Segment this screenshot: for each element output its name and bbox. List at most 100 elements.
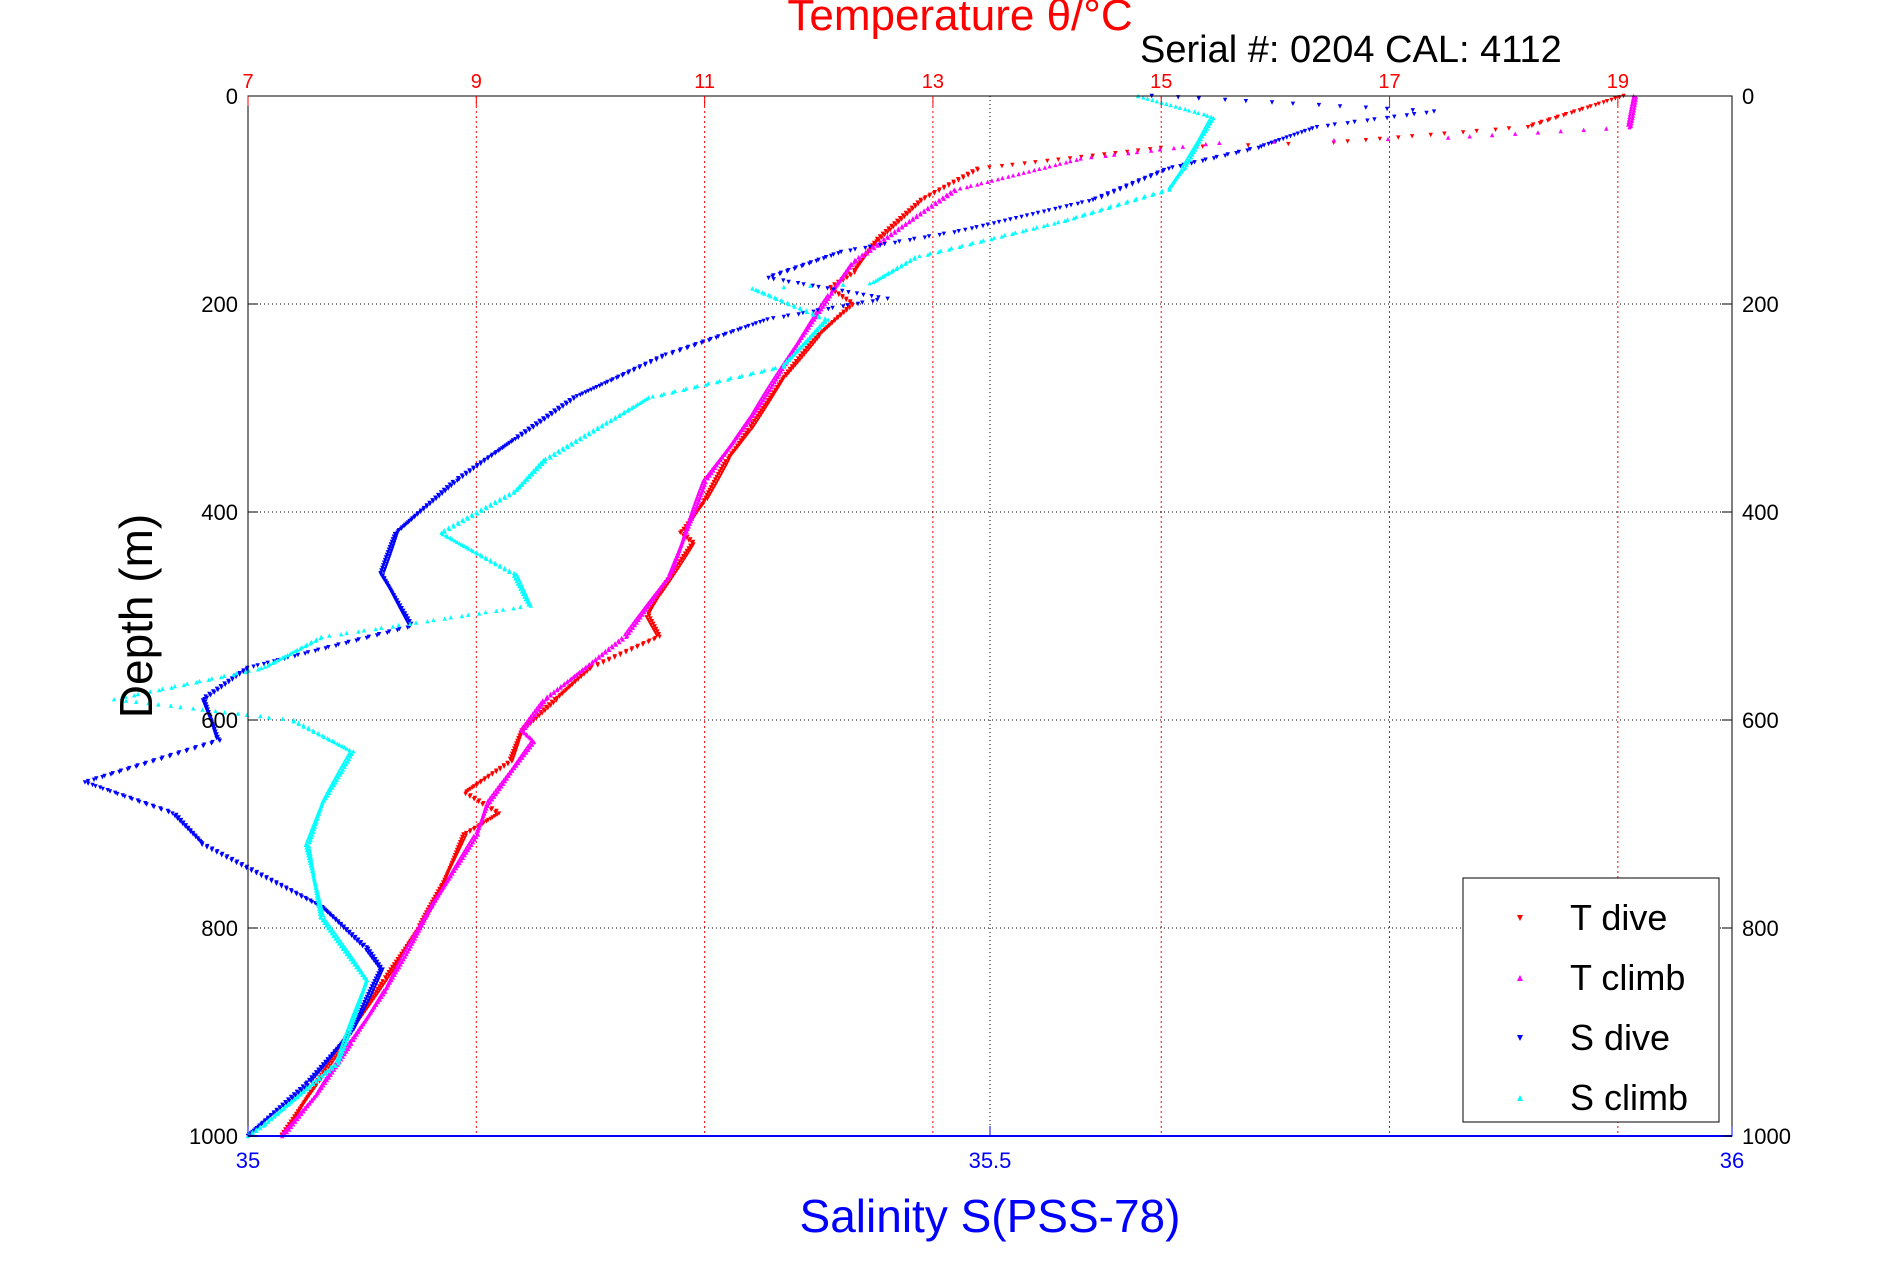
data-point: [478, 780, 483, 785]
data-point: [322, 920, 327, 925]
data-point: [808, 344, 813, 350]
data-point: [968, 242, 973, 247]
data-point: [499, 784, 504, 789]
data-point: [344, 746, 350, 751]
data-point: [134, 764, 139, 769]
data-point: [215, 687, 221, 693]
data-point: [332, 1050, 337, 1055]
data-point: [317, 911, 323, 916]
data-point: [475, 511, 480, 516]
data-point: [379, 985, 384, 990]
data-point: [912, 236, 917, 242]
data-point: [540, 461, 545, 467]
data-point: [786, 370, 791, 376]
data-point: [284, 1101, 289, 1106]
data-point: [296, 1090, 301, 1096]
series-s-climb: [111, 93, 1216, 1139]
data-point: [330, 1070, 335, 1075]
data-point: [105, 788, 110, 793]
data-point: [1168, 102, 1173, 108]
data-point: [342, 945, 348, 950]
data-point: [525, 723, 530, 728]
data-point: [372, 992, 377, 997]
data-point: [254, 871, 259, 876]
data-point: [347, 1044, 352, 1049]
data-point: [439, 491, 445, 496]
data-point: [437, 886, 442, 892]
salinity-tick-label: 36: [1720, 1148, 1744, 1173]
data-point: [963, 227, 968, 233]
data-point: [347, 747, 352, 753]
data-point: [567, 677, 573, 682]
data-point: [1068, 203, 1074, 208]
data-point: [301, 724, 307, 729]
data-point: [524, 750, 529, 755]
depth-tick-label-left: 200: [201, 292, 238, 317]
data-point: [770, 378, 775, 383]
data-point: [511, 746, 517, 751]
data-point: [379, 994, 384, 1000]
data-point: [341, 760, 346, 766]
data-point: [497, 786, 502, 792]
data-point: [1200, 144, 1205, 149]
data-point: [357, 1027, 363, 1032]
data-point: [883, 229, 888, 234]
data-point: [484, 556, 489, 561]
data-point: [1577, 108, 1582, 113]
data-point: [677, 348, 682, 353]
data-series: [82, 93, 1639, 1139]
data-point: [826, 296, 831, 301]
data-point: [333, 932, 339, 937]
data-point: [310, 1088, 316, 1093]
data-point: [845, 303, 850, 308]
data-point: [651, 621, 656, 626]
data-point: [889, 269, 894, 274]
data-point: [355, 1019, 361, 1024]
data-point: [718, 466, 724, 472]
data-point: [686, 538, 692, 543]
data-point: [401, 612, 406, 617]
data-point: [345, 752, 351, 758]
data-point: [230, 677, 235, 682]
data-point: [344, 630, 349, 636]
data-point: [476, 799, 481, 805]
data-point: [886, 226, 891, 231]
data-point: [354, 1022, 359, 1027]
data-point: [530, 715, 536, 720]
data-point: [1211, 115, 1216, 121]
data-point: [375, 963, 380, 968]
data-point: [614, 375, 619, 381]
data-point: [753, 420, 759, 425]
data-point: [532, 712, 538, 717]
data-point: [108, 772, 114, 777]
data-point: [672, 570, 678, 576]
data-point: [322, 1080, 328, 1085]
data-point: [749, 421, 755, 426]
data-point: [351, 1037, 356, 1042]
data-point: [222, 710, 227, 715]
data-point: [560, 404, 566, 409]
data-point: [759, 369, 764, 374]
data-point: [316, 903, 321, 909]
data-point: [603, 650, 608, 655]
data-point: [999, 164, 1005, 169]
data-point: [1142, 177, 1147, 182]
data-point: [345, 759, 350, 764]
data-point: [587, 667, 593, 672]
data-point: [1633, 95, 1639, 100]
data-point: [1053, 162, 1058, 168]
data-point: [819, 330, 825, 335]
data-point: [330, 1066, 335, 1071]
data-point: [1266, 141, 1271, 147]
data-point: [389, 539, 395, 545]
data-point: [1392, 114, 1397, 119]
data-point: [522, 721, 528, 727]
data-point: [328, 788, 333, 793]
data-point: [640, 612, 645, 617]
data-point: [1062, 218, 1068, 223]
data-point: [331, 1058, 336, 1063]
data-point: [1467, 134, 1472, 139]
data-point: [605, 379, 610, 385]
data-point: [511, 755, 516, 760]
